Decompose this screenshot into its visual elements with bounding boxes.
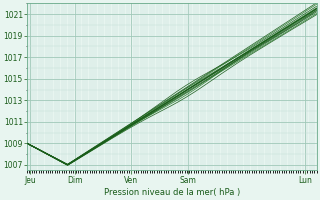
X-axis label: Pression niveau de la mer( hPa ): Pression niveau de la mer( hPa ) [104, 188, 240, 197]
